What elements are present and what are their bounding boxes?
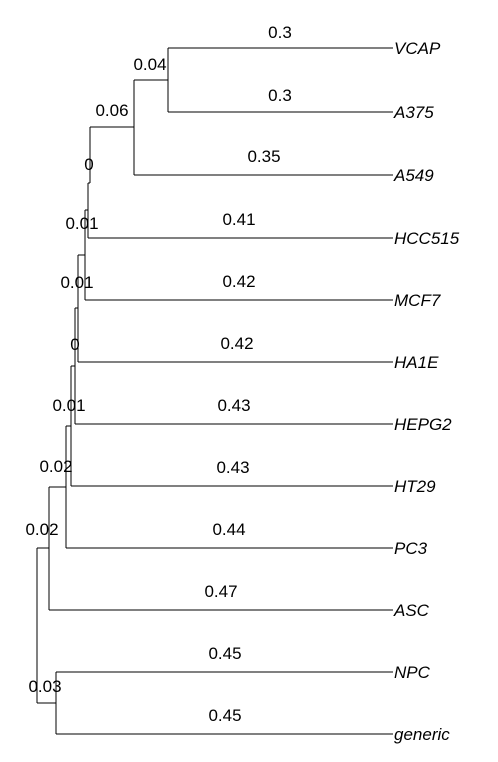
leaf-label-vcap: VCAP [394, 39, 441, 58]
leaf-label-npc: NPC [394, 663, 431, 682]
leaf-label-generic: generic [394, 725, 450, 744]
leaf-label-ht29: HT29 [394, 477, 436, 496]
branch-length-label-ht29: 0.43 [216, 458, 249, 477]
leaf-label-asc: ASC [393, 601, 430, 620]
branch-length-label-npc: 0.45 [208, 644, 241, 663]
branch-length-labels: 0.3 0.3 0.35 0.41 0.42 0.42 0.43 0.43 0.… [204, 23, 291, 725]
node-label-pc3-asc: 0.02 [25, 520, 58, 539]
node-label-hcc515: 0.01 [65, 214, 98, 233]
branch-length-label-asc: 0.47 [204, 582, 237, 601]
leaf-label-mcf7: MCF7 [394, 291, 441, 310]
tree-branches [36, 47, 393, 735]
leaf-labels: VCAP A375 A549 HCC515 MCF7 HA1E HEPG2 HT… [393, 39, 460, 744]
leaf-label-pc3: PC3 [394, 539, 428, 558]
branch-length-label-vcap: 0.3 [268, 23, 292, 42]
branch-length-label-pc3: 0.44 [212, 520, 245, 539]
leaf-label-ha1e: HA1E [394, 353, 439, 372]
node-label-root: 0.03 [28, 677, 61, 696]
leaf-label-hcc515: HCC515 [394, 229, 460, 248]
branch-length-label-a549: 0.35 [247, 147, 280, 166]
node-label-ht29: 0.02 [39, 457, 72, 476]
node-label-mcf7: 0.01 [60, 273, 93, 292]
leaf-label-hepg2: HEPG2 [394, 415, 452, 434]
node-label-a549: 0.06 [95, 101, 128, 120]
leaf-label-a375: A375 [393, 103, 434, 122]
internal-node-labels: 0.04 0.06 0 0.01 0.01 0 0.01 0.02 0.02 0… [25, 55, 166, 696]
node-label-zero-b: 0 [70, 335, 79, 354]
node-label-hepg2: 0.01 [52, 396, 85, 415]
branch-length-label-a375: 0.3 [268, 86, 292, 105]
branch-length-label-hepg2: 0.43 [217, 396, 250, 415]
branch-length-label-mcf7: 0.42 [222, 272, 255, 291]
branch-length-label-ha1e: 0.42 [220, 334, 253, 353]
leaf-label-a549: A549 [393, 166, 434, 185]
node-label-vcap-a375: 0.04 [133, 55, 166, 74]
branch-length-label-generic: 0.45 [208, 706, 241, 725]
node-label-zero-a: 0 [84, 155, 93, 174]
branch-length-label-hcc515: 0.41 [222, 210, 255, 229]
